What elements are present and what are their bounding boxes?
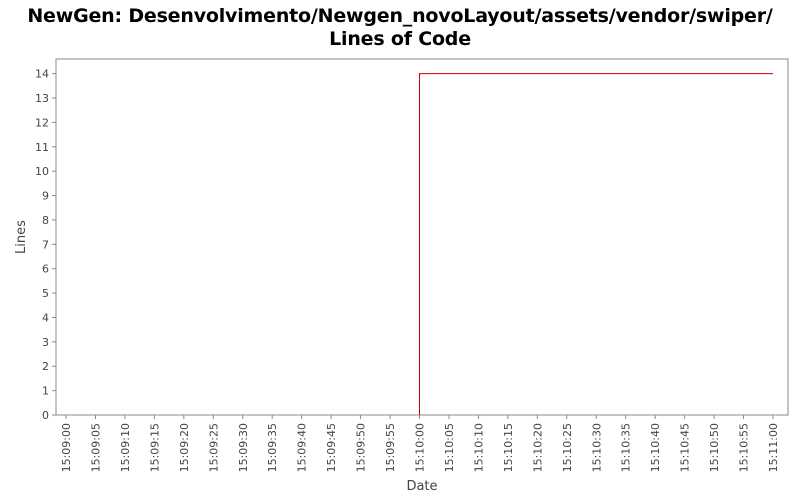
x-tick-label: 15:09:45: [325, 423, 338, 472]
plot-area: [55, 58, 789, 416]
y-tick-label: 6: [42, 263, 49, 276]
x-tick-label: 15:09:50: [355, 423, 368, 472]
chart-title-line1: NewGen: Desenvolvimento/Newgen_novoLayou…: [27, 5, 773, 27]
y-tick-label: 11: [35, 141, 49, 154]
x-tick-label: 15:09:05: [89, 423, 102, 472]
x-tick-label: 15:09:15: [148, 423, 161, 472]
x-tick-label: 15:09:40: [296, 423, 309, 472]
x-tick-label: 15:10:20: [531, 423, 544, 472]
x-tick-label: 15:09:00: [60, 423, 73, 472]
x-tick-label: 15:10:05: [443, 423, 456, 472]
x-axis-label: Date: [406, 479, 437, 494]
x-tick-label: 15:09:30: [237, 423, 250, 472]
y-tick-label: 0: [42, 409, 49, 422]
y-tick-label: 10: [35, 165, 49, 178]
y-tick-label: 1: [42, 385, 49, 398]
y-tick-label: 7: [42, 238, 49, 251]
x-tick-label: 15:10:10: [472, 423, 485, 472]
x-tick-label: 15:10:15: [502, 423, 515, 472]
y-tick-label: 5: [42, 287, 49, 300]
x-tick-label: 15:10:30: [590, 423, 603, 472]
y-tick-label: 13: [35, 92, 49, 105]
y-tick-label: 3: [42, 336, 49, 349]
y-tick-label: 8: [42, 214, 49, 227]
x-tick-label: 15:10:35: [620, 423, 633, 472]
y-tick-label: 12: [35, 116, 49, 129]
x-tick-label: 15:09:35: [266, 423, 279, 472]
series-line: [419, 73, 773, 415]
x-tick-label: 15:09:10: [119, 423, 132, 472]
x-tick-label: 15:09:55: [384, 423, 397, 472]
x-tick-label: 15:10:25: [561, 423, 574, 472]
x-tick-label: 15:09:20: [178, 423, 191, 472]
chart-title-line2: Lines of Code: [329, 28, 471, 50]
y-axis-label: Lines: [14, 220, 29, 254]
x-tick-label: 15:10:00: [414, 423, 427, 472]
x-tick-label: 15:10:50: [708, 423, 721, 472]
x-tick-label: 15:10:45: [679, 423, 692, 472]
x-tick-label: 15:10:40: [649, 423, 662, 472]
y-tick-label: 4: [42, 311, 49, 324]
x-axis: 15:09:00 15:09:05 15:09:10 15:09:15 15:09:20…: [60, 415, 780, 472]
x-tick-label: 15:10:55: [738, 423, 751, 472]
y-tick-label: 14: [35, 68, 49, 81]
x-tick-label: 15:11:00: [767, 423, 780, 472]
x-tick-label: 15:09:25: [207, 423, 220, 472]
series-layer: [419, 73, 773, 415]
y-tick-label: 2: [42, 360, 49, 373]
y-tick-label: 9: [42, 190, 49, 203]
